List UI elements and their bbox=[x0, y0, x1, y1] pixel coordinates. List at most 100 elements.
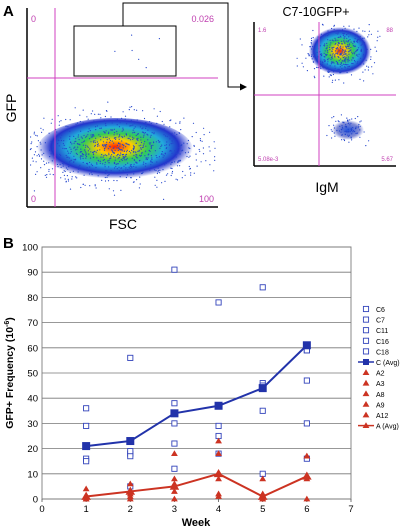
flow-dot bbox=[182, 170, 184, 173]
flow-dot bbox=[62, 143, 64, 145]
flow-dot bbox=[105, 146, 107, 148]
flow-dot bbox=[156, 161, 158, 163]
flow-dot bbox=[136, 161, 138, 163]
flow-dot bbox=[178, 147, 180, 149]
flow-dot bbox=[98, 134, 100, 136]
flow-dot bbox=[142, 163, 144, 165]
flow-dot bbox=[82, 122, 84, 124]
flow-dot bbox=[129, 135, 131, 137]
flow-dot bbox=[331, 70, 333, 72]
flow-dot bbox=[61, 134, 63, 136]
flow-dot bbox=[327, 39, 329, 41]
flow-dot bbox=[119, 154, 121, 156]
flow-dot bbox=[79, 155, 82, 157]
flow-dot bbox=[346, 117, 348, 119]
flow-dot bbox=[348, 65, 351, 67]
gate-connector-arrow bbox=[122, 2, 247, 91]
flow-dot bbox=[302, 66, 304, 68]
flow-dot bbox=[124, 157, 126, 159]
flow-dot bbox=[90, 172, 92, 174]
flow-dot bbox=[75, 176, 77, 178]
flow-dot bbox=[84, 184, 86, 186]
flow-dot bbox=[48, 168, 50, 171]
flow-dot bbox=[366, 48, 368, 50]
flow-dot bbox=[123, 159, 126, 161]
flow-dot bbox=[111, 149, 113, 151]
flow-dot bbox=[66, 175, 68, 177]
flow-dot bbox=[163, 123, 165, 125]
y-tick-label: 90 bbox=[27, 268, 38, 279]
flow-dot bbox=[170, 143, 172, 145]
flow-dot bbox=[143, 135, 145, 137]
flow-dot bbox=[341, 50, 343, 52]
flow-dot bbox=[90, 136, 92, 138]
flow-dot bbox=[301, 44, 303, 46]
flow-dot bbox=[140, 148, 142, 150]
flow-dot bbox=[133, 137, 135, 139]
flow-dot bbox=[347, 57, 349, 59]
point-c-avg bbox=[126, 437, 135, 446]
flow-dot bbox=[141, 131, 144, 133]
flow-dot bbox=[341, 60, 343, 62]
flow-dot bbox=[333, 132, 335, 134]
flow-dot bbox=[335, 42, 337, 45]
flow-dot bbox=[352, 131, 354, 133]
flow-dot bbox=[131, 34, 133, 36]
flow-dot bbox=[340, 131, 342, 133]
flow-dot bbox=[312, 37, 314, 39]
flow-dot bbox=[156, 115, 158, 117]
flow-dot bbox=[154, 184, 156, 186]
flow-dot bbox=[69, 160, 71, 162]
flow-dot bbox=[319, 60, 321, 63]
left-plot-quadrant-ur: 0.026 bbox=[191, 14, 214, 24]
legend-item-a3: A3 bbox=[362, 379, 385, 388]
flow-dot bbox=[67, 180, 70, 182]
flow-dot bbox=[322, 62, 324, 64]
flow-dot bbox=[48, 162, 50, 164]
flow-dot bbox=[40, 143, 42, 145]
flow-dot bbox=[68, 161, 70, 163]
flow-dot bbox=[30, 164, 32, 166]
flow-dot bbox=[195, 131, 197, 134]
flow-dot bbox=[40, 149, 42, 151]
flow-dot bbox=[299, 38, 301, 40]
legend-marker bbox=[362, 401, 370, 407]
flow-dot bbox=[344, 67, 346, 69]
flow-dot bbox=[139, 176, 141, 178]
flow-dot bbox=[164, 144, 166, 146]
flow-dot bbox=[64, 161, 67, 163]
flow-dot bbox=[320, 33, 322, 35]
flow-dot bbox=[105, 144, 107, 146]
flow-dot bbox=[99, 149, 101, 151]
flow-dot bbox=[93, 135, 95, 137]
flow-dot bbox=[136, 138, 138, 140]
flow-dot bbox=[166, 147, 168, 149]
flow-dot bbox=[189, 147, 191, 150]
flow-dot bbox=[319, 53, 321, 56]
flow-dot bbox=[77, 168, 79, 170]
flow-dot bbox=[145, 158, 147, 160]
y-tick-label: 50 bbox=[27, 369, 38, 380]
flow-dot bbox=[39, 141, 41, 143]
flow-dot bbox=[171, 150, 173, 152]
flow-dot bbox=[151, 161, 153, 163]
flow-dot bbox=[367, 36, 369, 38]
flow-dot bbox=[345, 56, 347, 58]
flow-dot bbox=[114, 50, 116, 53]
flow-dot bbox=[80, 130, 82, 132]
flow-dot bbox=[69, 171, 71, 173]
flow-dot bbox=[133, 109, 135, 111]
flow-dot bbox=[138, 149, 140, 151]
flow-dot bbox=[161, 144, 163, 146]
flow-dot bbox=[343, 38, 345, 40]
flow-dot bbox=[140, 154, 142, 156]
flow-dot bbox=[151, 157, 153, 159]
flow-dot bbox=[349, 124, 351, 126]
flow-dot bbox=[120, 152, 122, 154]
flow-dot bbox=[331, 137, 333, 139]
flow-dot bbox=[160, 145, 162, 148]
flow-dot bbox=[344, 130, 346, 132]
flow-dot bbox=[127, 162, 129, 164]
flow-dot bbox=[104, 154, 106, 156]
flow-dot bbox=[167, 159, 169, 161]
